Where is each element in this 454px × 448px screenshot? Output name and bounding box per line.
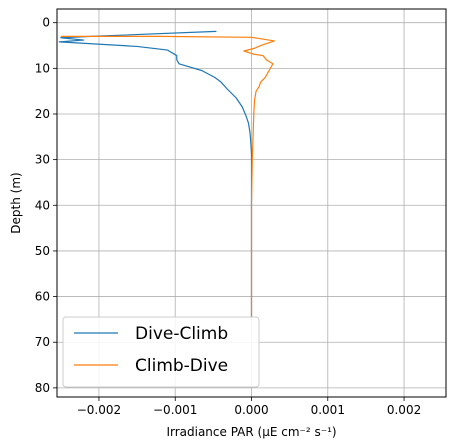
legend-label-dive-climb: Dive-Climb — [135, 324, 228, 344]
y-tick-label: 10 — [35, 61, 50, 75]
series-line-dive-climb — [58, 30, 253, 320]
y-axis-ticks: 0 10 20 30 40 50 60 70 80 — [35, 16, 57, 395]
x-tick-label: −0.002 — [77, 403, 121, 417]
y-tick-label: 0 — [42, 16, 50, 30]
series-line-climb-dive — [60, 35, 275, 320]
x-axis-ticks: −0.002 −0.001 0.000 0.001 0.002 — [77, 397, 421, 417]
y-tick-label: 40 — [35, 198, 50, 212]
y-tick-label: 20 — [35, 107, 50, 121]
legend-label-climb-dive: Climb-Dive — [135, 356, 228, 376]
x-tick-label: −0.001 — [153, 403, 197, 417]
series-group — [58, 30, 275, 320]
y-tick-label: 50 — [35, 244, 50, 258]
y-tick-label: 80 — [35, 381, 50, 395]
y-tick-label: 30 — [35, 153, 50, 167]
legend-box — [62, 316, 260, 388]
y-tick-label: 70 — [35, 335, 50, 349]
x-axis-label: Irradiance PAR (µE cm⁻² s⁻¹) — [166, 425, 336, 439]
legend: Dive-Climb Climb-Dive — [62, 316, 260, 388]
y-tick-label: 60 — [35, 290, 50, 304]
y-axis-label: Depth (m) — [9, 172, 23, 233]
x-tick-label: 0.001 — [311, 403, 345, 417]
x-tick-label: 0.000 — [234, 403, 268, 417]
x-tick-label: 0.002 — [387, 403, 421, 417]
